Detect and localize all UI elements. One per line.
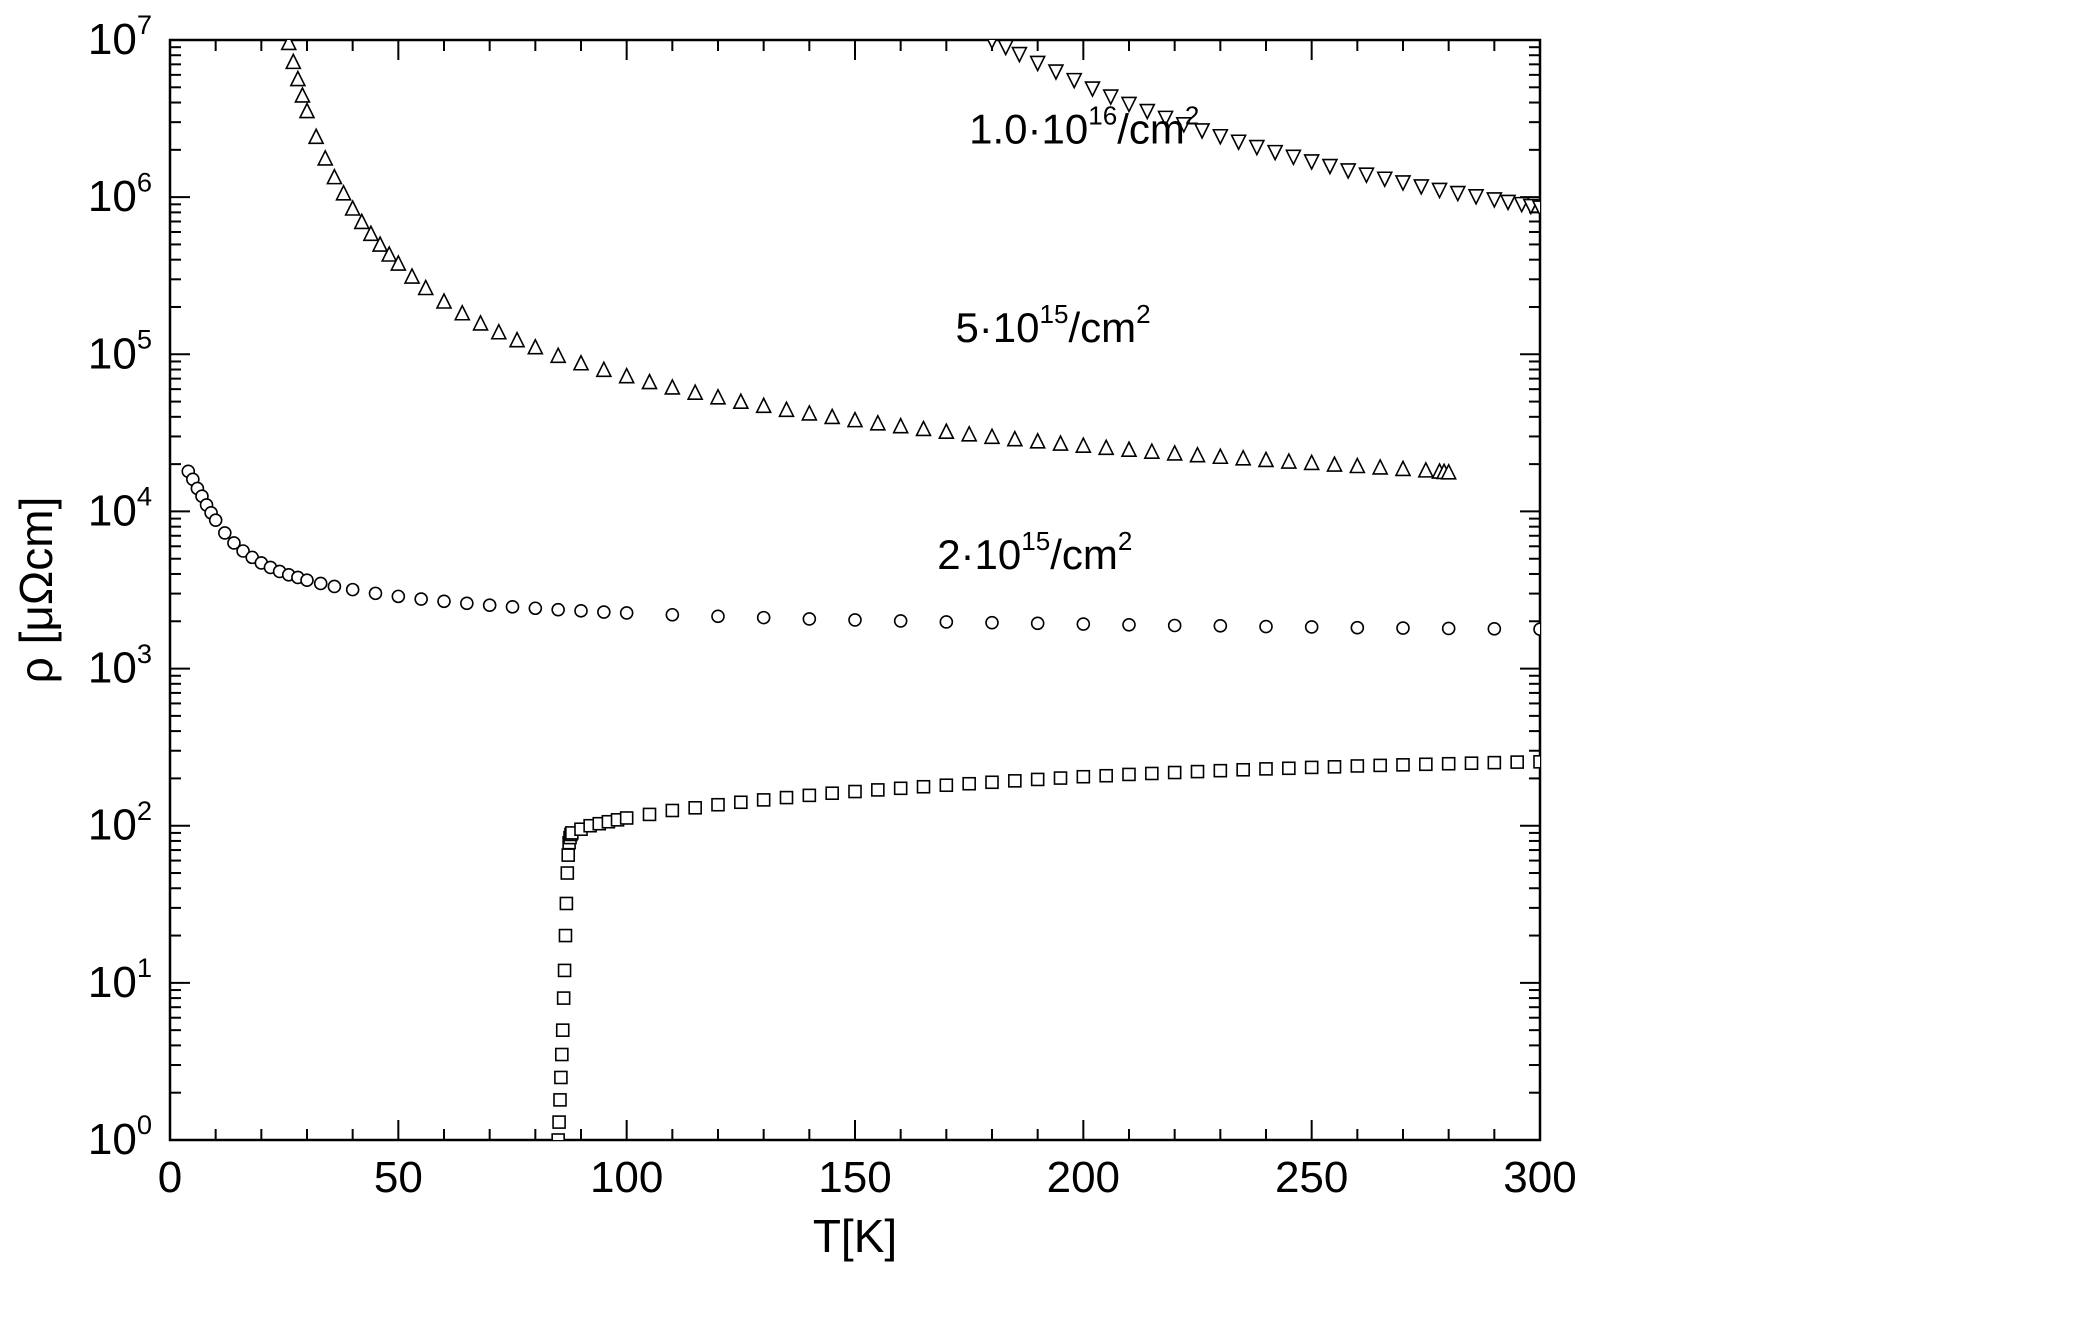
series-unirradiated (552, 756, 1546, 1146)
x-tick-label: 250 (1275, 1153, 1348, 1202)
x-axis: 0 50 100 150 200 250 300 T[K] (158, 40, 1577, 1262)
series-annotation: 2·1015/cm2 (937, 526, 1132, 578)
x-tick-label: 0 (158, 1153, 182, 1202)
x-tick-label: 200 (1047, 1153, 1120, 1202)
y-tick-label: 107 (88, 9, 152, 64)
y-tick-label: 106 (88, 166, 152, 221)
y-axis: 100 101 102 103 104 105 106 107 ρ [μΩcm] (10, 9, 1540, 1164)
figure-container: 0 50 100 150 200 250 300 T[K] 100 101 102 103 104 105… (0, 0, 2077, 1324)
x-tick-label: 100 (590, 1153, 663, 1202)
annotations: 1.0·1016/cm2 5·1015/cm2 2·1015/cm2 (937, 100, 1199, 578)
y-tick-label: 105 (88, 323, 152, 378)
resistivity-vs-temperature-chart: 0 50 100 150 200 250 300 T[K] 100 101 102 103 104 105… (0, 0, 2077, 1324)
x-axis-label: T[K] (813, 1210, 897, 1262)
series-2e15 (182, 465, 1546, 635)
series-annotation: 1.0·1016/cm2 (969, 100, 1199, 152)
y-tick-label: 104 (88, 481, 152, 536)
x-tick-label: 150 (818, 1153, 891, 1202)
y-tick-label: 102 (88, 795, 152, 850)
y-tick-label: 103 (88, 638, 152, 693)
series-annotation: 5·1015/cm2 (955, 299, 1150, 351)
y-axis-label: ρ [μΩcm] (10, 497, 62, 684)
y-tick-label: 101 (88, 952, 152, 1007)
x-tick-label: 50 (374, 1153, 423, 1202)
series-5e15 (282, 35, 1456, 478)
y-tick-label: 100 (88, 1109, 152, 1164)
x-tick-label: 300 (1503, 1153, 1576, 1202)
series-group (182, 34, 1547, 1146)
